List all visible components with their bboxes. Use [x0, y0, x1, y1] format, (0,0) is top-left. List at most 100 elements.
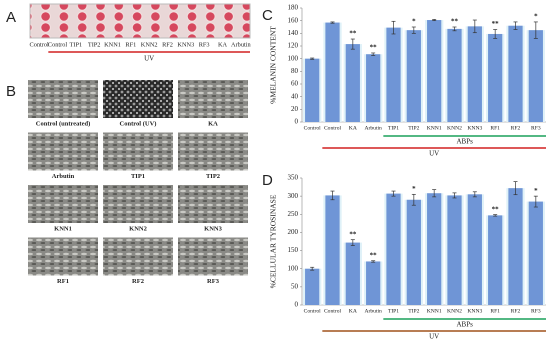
uv-label: UV — [144, 55, 154, 63]
significance: ** — [451, 18, 459, 26]
significance: ** — [492, 20, 500, 28]
plate-label: Control — [48, 41, 67, 48]
bar — [325, 22, 340, 122]
micrograph-label: Control (untreated) — [36, 120, 90, 127]
error-bar — [472, 19, 477, 34]
x-tick-label: Arbutin — [364, 308, 382, 314]
micrograph — [103, 237, 173, 276]
bar — [305, 268, 320, 305]
x-tick-label: TIP2 — [408, 308, 419, 314]
panel-letter: B — [6, 83, 16, 100]
y-axis-label: %CELLULAR TYROSINASE — [269, 194, 278, 288]
error-bar — [350, 38, 355, 50]
bar — [447, 195, 462, 305]
bar — [325, 195, 340, 305]
micrograph-label: KA — [208, 120, 218, 127]
error-bar — [432, 19, 437, 22]
error-bar — [330, 190, 335, 201]
micrograph-label: TIP2 — [206, 173, 220, 180]
significance: ** — [370, 44, 378, 52]
micrograph — [178, 132, 248, 171]
bar — [488, 215, 503, 305]
error-bar — [533, 21, 538, 39]
micrograph-label: KNN3 — [204, 225, 222, 232]
error-bar — [371, 52, 376, 56]
bar — [366, 261, 381, 305]
micrograph — [28, 80, 98, 118]
error-bar — [391, 20, 396, 35]
x-tick-label: TIP1 — [388, 125, 399, 131]
error-bar — [513, 21, 518, 30]
panel-letter: C — [262, 7, 273, 24]
x-tick-label: Control — [304, 308, 322, 314]
plate-label: KNN1 — [104, 41, 121, 48]
group-label: ABPs — [456, 321, 473, 329]
micrograph-label: KNN1 — [54, 225, 72, 232]
y-tick-label: 0 — [295, 301, 299, 309]
error-bar — [310, 57, 315, 60]
y-tick-label: 300 — [288, 192, 299, 200]
bar — [345, 242, 360, 305]
x-tick-label: KNN3 — [467, 308, 482, 314]
x-tick-label: KNN1 — [427, 125, 442, 131]
x-tick-label: RF2 — [511, 308, 521, 314]
bar — [406, 30, 421, 123]
error-bar — [452, 192, 457, 199]
x-tick-label: KNN1 — [427, 308, 442, 314]
bar — [467, 26, 482, 122]
plate-label: KA — [218, 41, 228, 48]
error-bar — [452, 26, 457, 32]
x-tick-label: Control — [304, 125, 322, 131]
bar — [305, 58, 320, 122]
error-bar — [391, 190, 396, 197]
x-tick-label: KA — [349, 125, 357, 131]
micrograph — [28, 132, 98, 171]
content: Control Control TIP1 TIP2 KNN1 RF1 KNN2 RF2 KNN3… — [28, 4, 546, 341]
error-bar — [493, 29, 498, 39]
error-bar — [371, 260, 376, 263]
x-tick-label: RF3 — [531, 125, 541, 131]
plate-label: RF1 — [125, 41, 136, 48]
error-bar — [310, 266, 315, 271]
error-bar — [472, 191, 477, 198]
bar — [488, 33, 503, 122]
x-tick-label: TIP2 — [408, 125, 419, 131]
micrograph — [103, 185, 173, 223]
plate-label: TIP2 — [88, 41, 101, 48]
y-tick-label: 60 — [291, 80, 299, 88]
x-tick-label: RF3 — [531, 308, 541, 314]
micrograph-label: KNN2 — [129, 225, 147, 232]
error-bar — [533, 195, 538, 208]
bar — [386, 193, 401, 305]
x-tick-label: KA — [349, 308, 357, 314]
bar — [406, 199, 421, 305]
significance: ** — [492, 205, 500, 213]
bar — [386, 27, 401, 123]
x-tick-label: Control — [324, 308, 342, 314]
x-tick-label: RF1 — [490, 125, 500, 131]
x-tick-label: RF2 — [511, 125, 521, 131]
group-label: UV — [429, 333, 439, 341]
plate-label: KNN2 — [141, 41, 158, 48]
y-tick-label: 180 — [288, 4, 299, 12]
bar — [427, 20, 442, 122]
significance: * — [534, 13, 538, 21]
bar — [427, 193, 442, 305]
bar — [345, 44, 360, 122]
micrograph-label: RF3 — [207, 278, 220, 285]
micrograph — [103, 80, 173, 118]
plate-label: TIP1 — [70, 41, 83, 48]
micrograph-label: Control (UV) — [120, 120, 157, 127]
significance: * — [412, 185, 416, 193]
y-tick-label: 200 — [288, 228, 299, 236]
y-tick-label: 140 — [288, 29, 299, 37]
y-tick-label: 250 — [288, 210, 299, 218]
y-axis-label: %MELANIN CONTENT — [269, 26, 278, 104]
panel-letter: A — [6, 9, 16, 26]
plate-label: RF2 — [162, 41, 173, 48]
bar — [447, 28, 462, 122]
group-label: ABPs — [456, 138, 473, 146]
y-tick-label: 20 — [291, 105, 299, 113]
micrograph — [178, 237, 248, 276]
